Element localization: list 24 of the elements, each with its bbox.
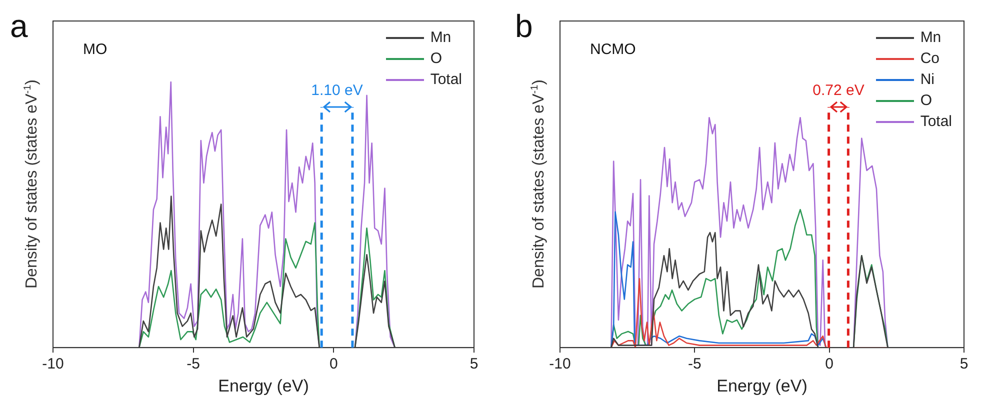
x-tick-label: -10	[42, 356, 64, 373]
legend-label: O	[430, 50, 442, 67]
x-tick-label: 5	[960, 356, 968, 373]
x-axis-title: Energy (eV)	[716, 376, 808, 396]
x-tick-label: 5	[470, 356, 478, 373]
legend-label: Total	[430, 71, 462, 88]
x-axis-title: Energy (eV)	[218, 376, 309, 396]
text: b	[515, 8, 533, 44]
text: 0.72 eV	[812, 82, 864, 99]
legend-label: Total	[920, 113, 952, 130]
text: a	[10, 8, 28, 44]
legend-label: Mn	[920, 29, 942, 46]
text: NCMO	[590, 41, 636, 58]
x-tick-label: 0	[329, 356, 338, 373]
legend-label: Co	[920, 50, 940, 67]
legend-label: Ni	[920, 71, 934, 88]
text: MO	[83, 41, 108, 58]
x-tick-label: 0	[825, 356, 834, 373]
legend-label: Mn	[430, 29, 452, 46]
x-tick-label: -10	[549, 356, 571, 373]
legend-label: O	[920, 92, 932, 109]
x-tick-label: -5	[688, 356, 702, 373]
annotation: 1.10 eV	[311, 82, 363, 99]
x-tick-label: -5	[186, 356, 200, 373]
